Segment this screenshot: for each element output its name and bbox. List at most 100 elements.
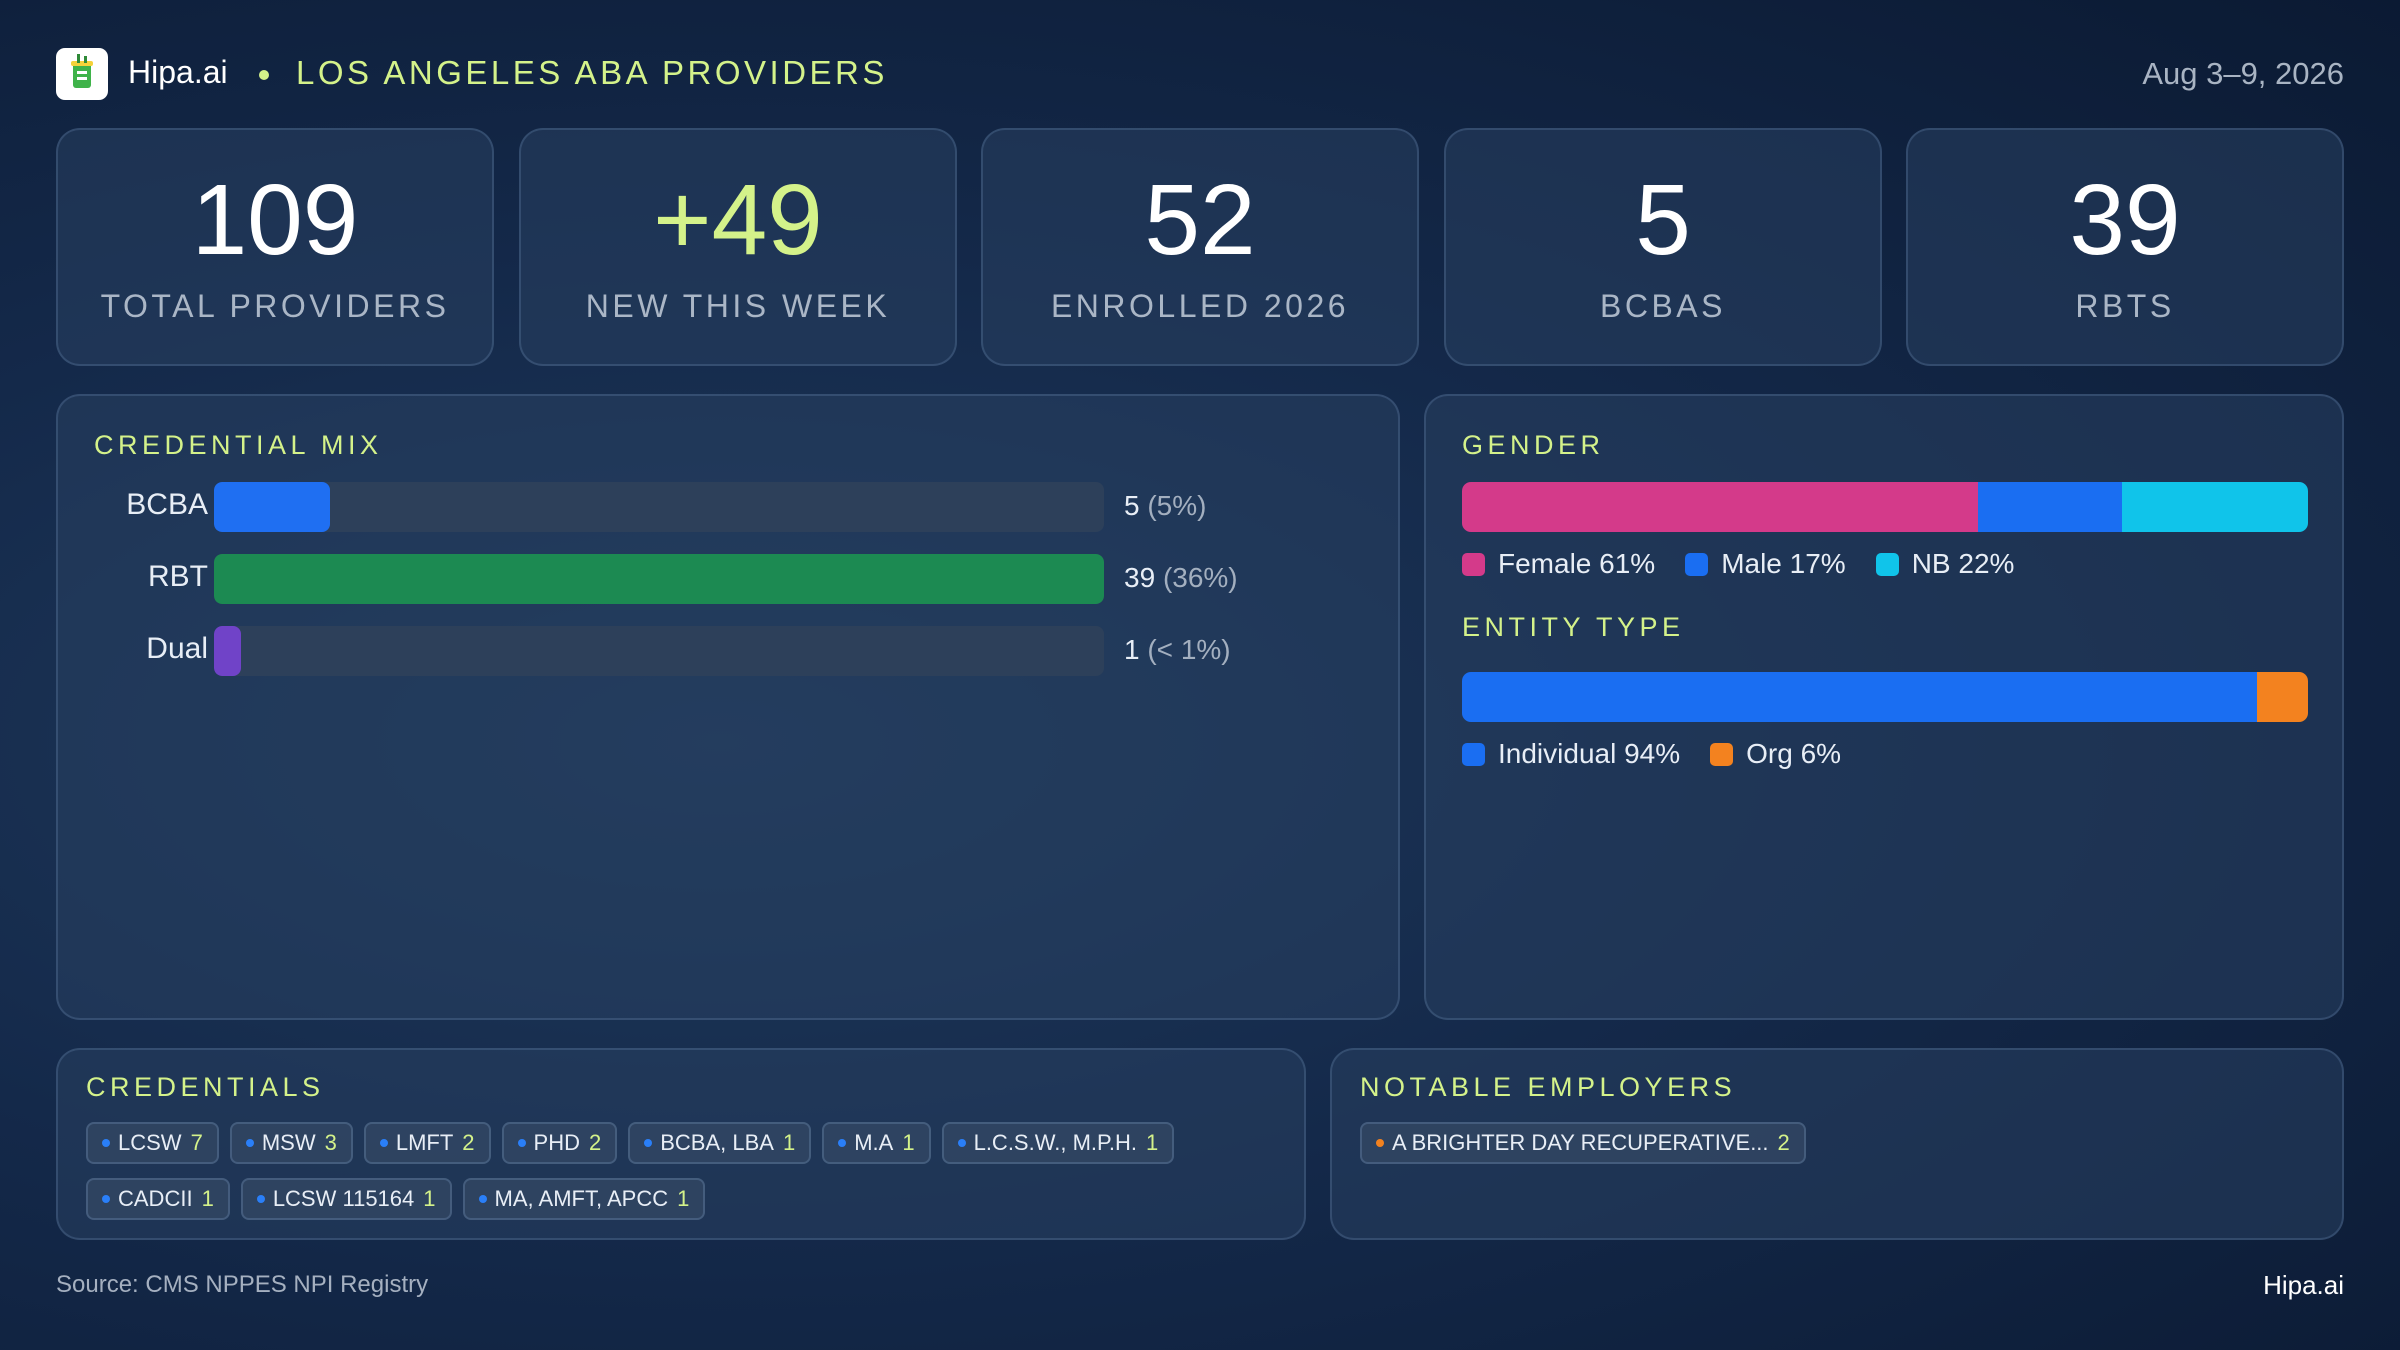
bar-count: 1 [1124,634,1140,665]
gender-title: GENDER [1462,430,1605,460]
chip-label: PHD [533,1130,580,1155]
chip: L.C.S.W., M.P.H. 1 [941,1122,1175,1164]
dot-icon [102,1195,110,1203]
chip-label: M.A [854,1130,894,1155]
stat-card-bcbas: 5 BCBAS [1444,128,1882,366]
dot-icon [1376,1139,1384,1147]
bar-label: BCBA [126,488,208,521]
chip: LMFT 2 [363,1122,491,1164]
chip-label: BCBA, LBA [660,1130,774,1155]
dot-icon [245,1139,254,1147]
entity-type-stacked-bar [1462,672,2308,722]
stat-card-enrolled-2026: 52 ENROLLED 2026 [981,128,1419,366]
entity-type-title: ENTITY TYPE [1462,612,1685,642]
bar-label: Dual [146,632,208,665]
chip: LCSW 115164 1 [240,1178,452,1220]
legend-item: Org 6% [1710,738,1841,770]
chip-count: 1 [201,1186,214,1211]
chip: MSW 3 [229,1122,353,1164]
chip-count: 2 [588,1130,602,1155]
stat-label: RBTS [2075,288,2175,324]
chip-count: 1 [782,1130,796,1155]
credential-mix-title: CREDENTIAL MIX [94,430,383,460]
bar-fill [214,554,1104,604]
dot-icon [478,1195,487,1203]
chip-count: 2 [1777,1130,1790,1155]
chip-label: A BRIGHTER DAY RECUPERATIVE... [1392,1130,1769,1155]
source-note: Source: CMS NPPES NPI Registry [56,1271,429,1298]
chip-count: 1 [1146,1130,1159,1155]
dot-icon [838,1139,847,1147]
bar-percent: (36%) [1162,562,1238,593]
bar-track [214,554,1104,604]
stack-segment [1462,672,2258,722]
stat-label: TOTAL PROVIDERS [100,288,450,324]
stat-card-total-providers: 109 TOTAL PROVIDERS [56,128,494,366]
dot-icon [102,1139,110,1147]
logo-icon [56,48,108,100]
stat-value: 52 [1144,164,1256,276]
legend-swatch [1462,552,1485,576]
legend-label: Individual 94% [1498,738,1681,769]
chip-count: 1 [423,1186,436,1211]
dot-icon [517,1139,526,1147]
chip: A BRIGHTER DAY RECUPERATIVE... 2 [1360,1122,1806,1164]
legend-item: Male 17% [1685,548,1846,580]
bar-track [214,482,1104,532]
stat-label: ENROLLED 2026 [1050,288,1350,324]
bar-value: 39 (36%) [1124,562,1238,594]
stat-card-new-this-week: +49 NEW THIS WEEK [519,128,957,366]
chip: CADCII 1 [86,1178,230,1220]
legend-item: Female 61% [1462,548,1655,580]
chip-label: MA, AMFT, APCC [494,1186,669,1211]
legend-swatch [1875,552,1899,576]
chip-count: 1 [902,1130,915,1155]
bar-fill [214,482,330,532]
stat-value: 109 [191,164,359,276]
chip: LCSW 7 [86,1122,219,1164]
gender-legend: Female 61% Male 17% NB 22% [1462,548,2044,580]
chip-count: 1 [677,1186,690,1211]
legend-label: Female 61% [1498,548,1656,579]
page-title: LOS ANGELES ABA PROVIDERS [296,54,888,91]
header: Hipa.ai LOS ANGELES ABA PROVIDERS Aug 3–… [56,46,2344,102]
stat-card-rbts: 39 RBTS [1906,128,2344,366]
bar-track [214,626,1104,676]
stack-segment [2257,672,2308,722]
bar-count: 39 [1124,562,1156,593]
dot-icon [644,1139,653,1147]
stat-value: 5 [1635,164,1691,276]
chip-count: 2 [462,1130,475,1155]
chip-label: L.C.S.W., M.P.H. [973,1130,1137,1155]
separator-dot [259,70,269,80]
credentials-chip-list: LCSW 7 MSW 3 LMFT 2 PHD 2 BCBA, LBA 1 M.A 1 L.C.S.W.… [86,1122,1276,1220]
stack-segment [1978,482,2122,532]
dot-icon [379,1139,388,1147]
chip-count: 7 [190,1130,203,1155]
stack-segment [1462,482,1979,532]
legend-swatch [1685,552,1709,576]
chip: BCBA, LBA 1 [628,1122,812,1164]
legend-item: Individual 94% [1462,738,1680,770]
chip-label: MSW [261,1130,316,1155]
bar-value: 5 (5%) [1124,490,1206,522]
bar-count: 5 [1124,490,1140,521]
legend-label: Org 6% [1746,738,1842,769]
dot-icon [957,1139,966,1147]
demographics-panel: GENDER Female 61% Male 17% NB 22% ENTITY T… [1424,394,2344,1020]
dot-icon [256,1195,265,1203]
employers-chip-list: A BRIGHTER DAY RECUPERATIVE... 2 [1360,1122,2310,1164]
chip-label: LCSW 115164 [272,1186,415,1211]
legend-swatch [1710,742,1734,766]
credentials-panel: CREDENTIALS LCSW 7 MSW 3 LMFT 2 PHD 2 BCBA, LBA 1… [56,1048,1306,1240]
legend-item: NB 22% [1875,548,2014,580]
credentials-title: CREDENTIALS [86,1072,325,1102]
stat-label: NEW THIS WEEK [585,288,891,324]
credential-bar-dual: Dual 1 (< 1%) [58,626,1258,676]
chip-label: LCSW [118,1130,182,1155]
brand-name: Hipa.ai [128,54,228,90]
entity-type-legend: Individual 94% Org 6% [1462,738,1871,770]
date-range: Aug 3–9, 2026 [2142,56,2344,91]
chip-label: CADCII [118,1186,193,1211]
chip: M.A 1 [822,1122,931,1164]
